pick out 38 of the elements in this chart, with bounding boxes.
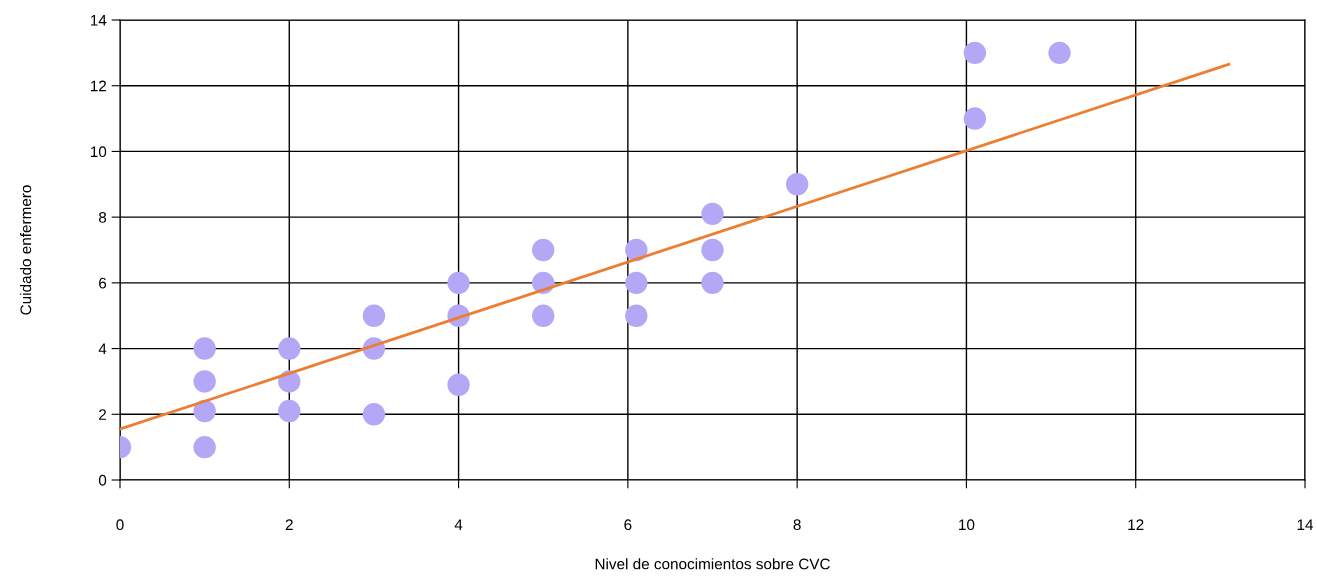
y-tick-label: 8 [98, 212, 107, 223]
point [785, 173, 809, 196]
point [193, 337, 216, 360]
x-tick-label: 8 [793, 519, 801, 531]
point [701, 238, 724, 262]
point [193, 370, 216, 393]
point [625, 271, 648, 295]
point [701, 271, 724, 295]
y-tick-label: 0 [98, 474, 107, 486]
point [447, 373, 470, 396]
point [963, 41, 987, 65]
point [532, 238, 555, 262]
x-tick-label: 12 [1128, 519, 1144, 530]
point [278, 337, 301, 360]
point [278, 399, 301, 423]
point [625, 304, 648, 327]
x-tick-label: 2 [285, 519, 293, 530]
point [1048, 41, 1071, 65]
point [193, 435, 216, 459]
x-tick-label: 0 [116, 519, 124, 531]
y-tick-label: 2 [99, 409, 107, 420]
y-tick-label: 10 [90, 146, 107, 158]
y-tick-label: 12 [90, 80, 107, 92]
x-axis-title: Nivel de conocimientos sobre CVC [595, 558, 830, 570]
x-tick-label: 14 [1297, 519, 1314, 530]
point [362, 304, 386, 327]
y-tick-label: 14 [90, 15, 107, 26]
point [447, 271, 470, 295]
point [701, 202, 724, 226]
point [532, 304, 555, 327]
y-axis-title: Cuidado enfermero [20, 185, 32, 315]
y-tick-label: 6 [99, 277, 107, 289]
x-tick-label: 6 [624, 519, 632, 531]
x-tick-label: 10 [959, 519, 975, 531]
x-tick-label: 4 [454, 519, 463, 530]
point [362, 403, 386, 426]
point [963, 107, 987, 130]
y-tick-label: 4 [98, 343, 107, 355]
